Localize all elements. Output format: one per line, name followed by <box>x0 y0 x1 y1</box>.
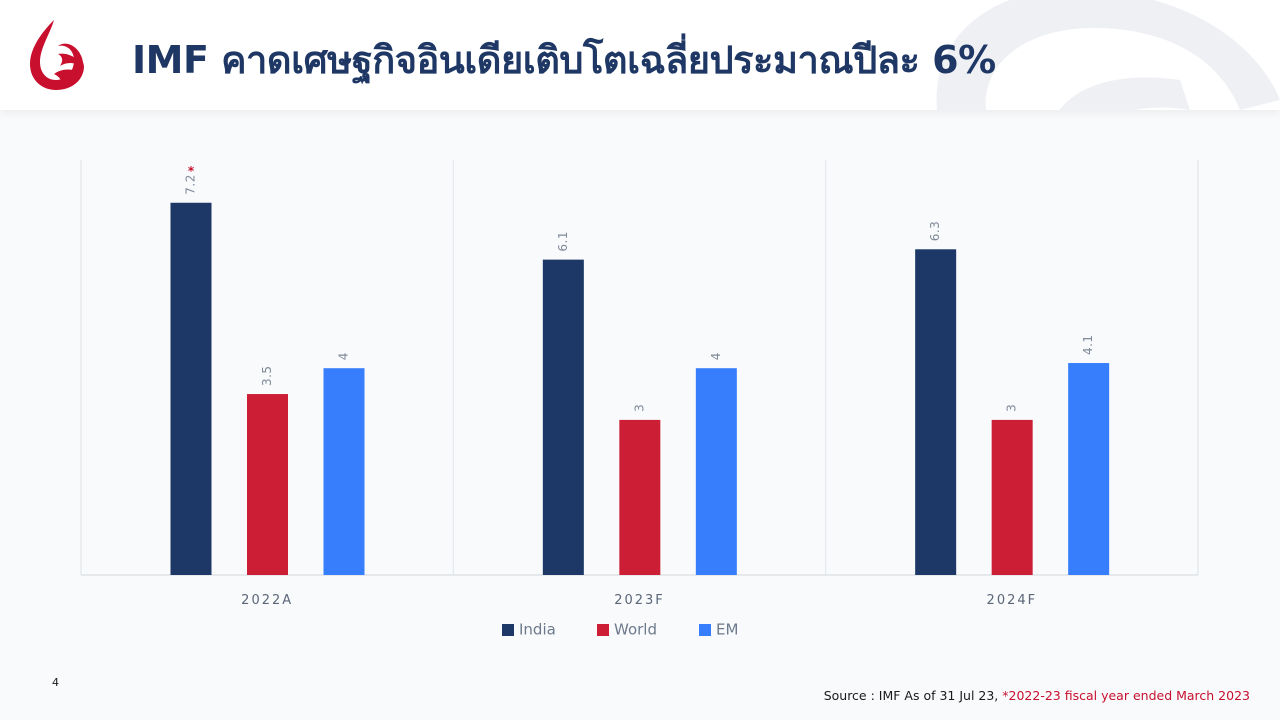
page-title: IMF คาดเศษฐกิจอินเดียเติบโตเฉลี่ยประมาณป… <box>132 38 996 82</box>
page-number: 4 <box>52 676 59 689</box>
data-label-world-2023f: 3 <box>632 404 646 412</box>
bar-em-2023f <box>695 368 737 575</box>
data-label-em-2023f: 4 <box>709 352 723 360</box>
bar-world-2024f <box>991 419 1033 575</box>
bar-em-2024f <box>1068 363 1110 575</box>
watermark-logo-icon <box>936 0 1280 110</box>
legend-label-em: EM <box>716 621 738 639</box>
data-label-india-2022a: 7.2 <box>184 174 198 195</box>
x-tick-label-2022a: 2022A <box>241 593 293 608</box>
bar-world-2022a <box>247 394 288 575</box>
annotation-asterisk: * <box>188 164 195 178</box>
header-bar: IMF คาดเศษฐกิจอินเดียเติบโตเฉลี่ยประมาณป… <box>0 0 1280 110</box>
x-tick-label-2024f: 2024F <box>987 593 1038 608</box>
source-note: Source : IMF As of 31 Jul 23, *2022-23 f… <box>824 688 1250 703</box>
legend-label-india: India <box>519 621 556 639</box>
data-label-world-2024f: 3 <box>1005 404 1019 412</box>
brand-logo-icon <box>30 20 84 90</box>
fiscal-year-note: *2022-23 fiscal year ended March 2023 <box>1002 688 1250 703</box>
legend-swatch-india <box>502 624 514 636</box>
bar-em-2022a <box>323 368 365 575</box>
data-label-india-2024f: 6.3 <box>928 221 942 242</box>
data-label-world-2022a: 3.5 <box>260 365 274 386</box>
legend-swatch-em <box>699 624 711 636</box>
source-text: Source : IMF As of 31 Jul 23, <box>823 688 999 703</box>
data-label-em-2022a: 4 <box>337 352 351 360</box>
bar-india-2024f <box>915 249 957 576</box>
bar-india-2022a <box>170 202 212 575</box>
data-label-india-2023f: 6.1 <box>556 231 570 252</box>
legend-label-world: World <box>614 621 657 639</box>
bar-chart: 7.2* 3.5 4 2022A 6.1 3 4 2023F 6.3 3 4.1 2024F India… <box>80 160 1199 639</box>
x-tick-label-2023f: 2023F <box>614 593 665 608</box>
bar-india-2023f <box>542 259 584 575</box>
bar-world-2023f <box>619 419 661 575</box>
data-label-em-2024f: 4.1 <box>1081 334 1095 355</box>
legend-swatch-world <box>597 624 609 636</box>
